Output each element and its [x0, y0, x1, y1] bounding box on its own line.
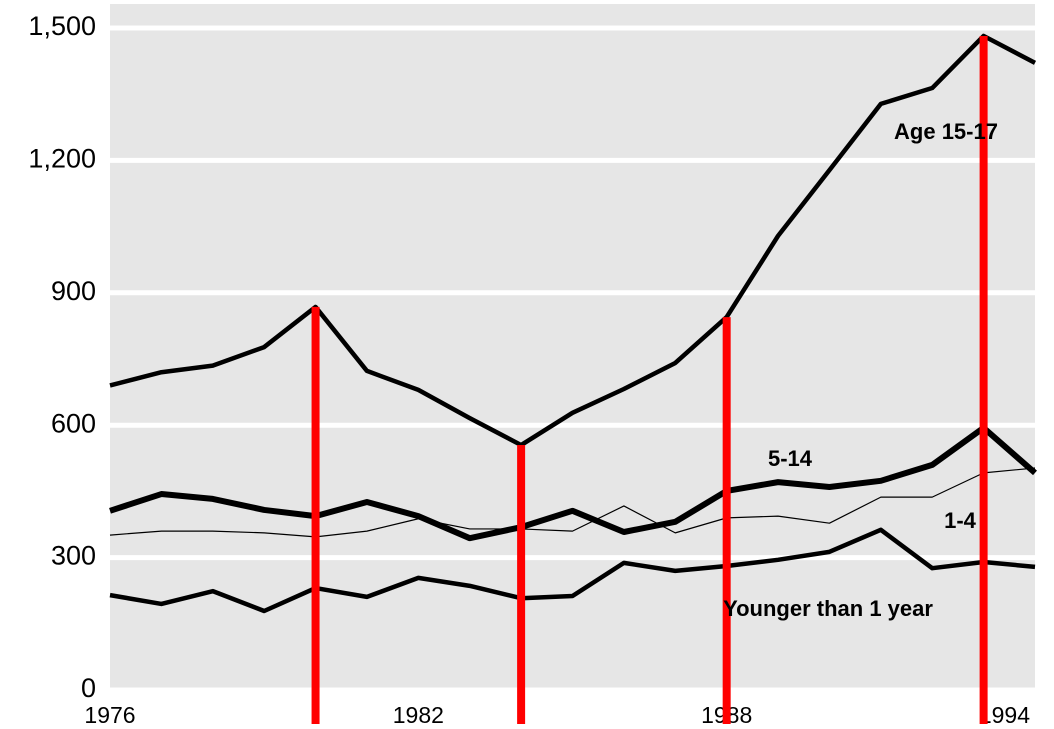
y-tick-label: 1,500 — [28, 11, 96, 41]
series-line — [109, 33, 1037, 448]
y-tick-label: 1,200 — [28, 144, 96, 174]
series-label: Younger than 1 year — [723, 596, 933, 621]
series-label: 1-4 — [944, 508, 977, 533]
y-tick-label: 300 — [51, 541, 96, 571]
y-tick-label: 900 — [51, 276, 96, 306]
y-tick-label: 0 — [81, 673, 96, 703]
series-label: Age 15-17 — [894, 119, 998, 144]
x-tick-label: 1976 — [84, 702, 135, 728]
series-line — [109, 527, 1036, 614]
y-tick-label: 600 — [51, 408, 96, 438]
series-label: 5-14 — [768, 446, 813, 471]
plot-area — [110, 4, 1035, 690]
series-line — [109, 467, 1036, 538]
x-tick-label: 1982 — [393, 702, 444, 728]
series-line — [109, 424, 1037, 542]
